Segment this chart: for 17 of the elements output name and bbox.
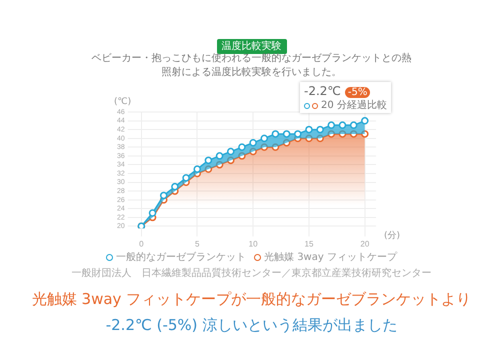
chart-subtitle: ベビーカー・抱っこひもに使われる一般的なガーゼブランケットとの熱照射による温度比較実験を行いました。 (90, 52, 412, 80)
chart-title: 温度比較実験 (216, 39, 286, 54)
x-tick-label: 10 (248, 239, 258, 248)
text: 一般財団法人 日本繊維製品品質技術センター／東京都立産業技術研究センター (70, 266, 432, 280)
text: -5% (344, 87, 370, 98)
x-tick-label: 5 (195, 239, 200, 248)
x-tick-label: 20 (360, 239, 370, 248)
y-axis-title: (℃) (114, 96, 132, 107)
legend-label: 一般的なガーゼブランケット (115, 250, 246, 264)
text: -2.2℃ (-5%) 涼しいという結果が出ました (104, 316, 398, 335)
x-tick-label: 15 (304, 239, 314, 248)
text: 光触媒 3way フィットケープが一般的なガーゼブランケットより (30, 290, 472, 309)
legend-label: 光触媒 3way フィットケープ (263, 250, 397, 264)
text: -2.2℃ (304, 84, 341, 98)
x-tick-label: 0 (139, 239, 144, 248)
x-axis-title: (分) (384, 230, 400, 242)
text: 20 分経過比較 (320, 99, 387, 112)
